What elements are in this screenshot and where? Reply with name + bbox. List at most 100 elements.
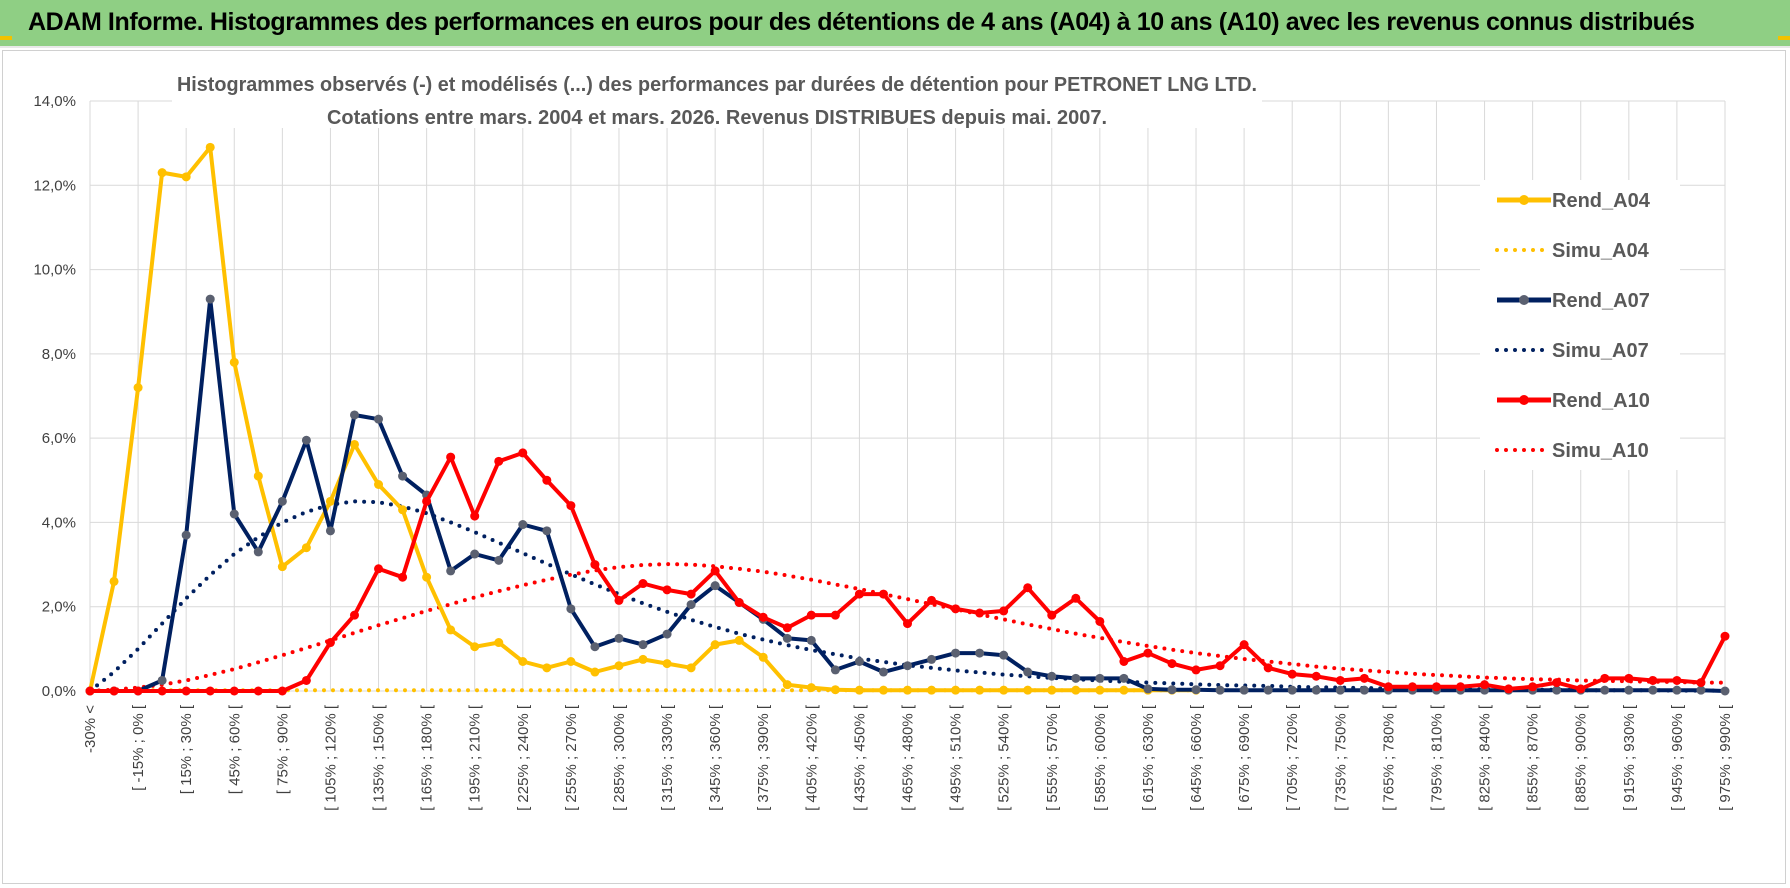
x-tick-label: [ 735% ; 750% [ <box>1332 704 1349 811</box>
data-point <box>133 383 143 393</box>
data-point <box>1119 685 1129 695</box>
data-point <box>1239 640 1249 650</box>
data-point <box>109 686 119 696</box>
x-tick-label: [ 705% ; 720% [ <box>1284 704 1301 811</box>
data-point <box>806 635 816 645</box>
legend-label: Simu_A07 <box>1552 340 1649 362</box>
data-point <box>301 435 311 445</box>
data-point <box>927 685 937 695</box>
data-point <box>181 172 191 182</box>
data-point <box>590 642 600 652</box>
data-point <box>1263 663 1273 673</box>
data-point <box>927 654 937 664</box>
data-point <box>374 414 384 424</box>
data-point <box>229 357 239 367</box>
data-point <box>686 600 696 610</box>
data-point <box>830 685 840 695</box>
data-point <box>1696 685 1706 695</box>
y-tick-label: 0,0% <box>42 683 76 700</box>
data-point <box>1504 684 1514 694</box>
data-point <box>975 608 985 618</box>
x-tick-label: [ 315% ; 330% [ <box>659 704 676 811</box>
legend: Rend_A04 Simu_A04 Rend_A07 Simu_A07 Rend_A10… <box>1480 180 1680 470</box>
x-tick-label: [ 225% ; 240% [ <box>515 704 532 811</box>
data-point <box>1672 685 1682 695</box>
data-point <box>253 686 263 696</box>
data-point <box>1600 685 1610 695</box>
data-point <box>1119 673 1129 683</box>
x-tick-label: [ 975% ; 990% [ <box>1717 704 1734 811</box>
data-point <box>398 572 408 582</box>
x-tick-label: [ 885% ; 900% [ <box>1573 704 1590 811</box>
data-point <box>1143 684 1153 694</box>
legend-item-simu-a07: Simu_A07 <box>1495 340 1649 362</box>
y-tick-label: 12,0% <box>33 177 76 194</box>
data-point <box>349 439 359 449</box>
data-point <box>494 456 504 466</box>
data-point <box>1047 671 1057 681</box>
data-point <box>566 501 576 511</box>
data-point <box>349 410 359 420</box>
data-point <box>494 555 504 565</box>
data-point <box>1672 675 1682 685</box>
x-tick-label: [ 585% ; 600% [ <box>1092 704 1109 811</box>
data-point <box>638 579 648 589</box>
x-tick-label: [ 555% ; 570% [ <box>1044 704 1061 811</box>
data-point <box>1215 685 1225 695</box>
data-point <box>446 625 456 635</box>
data-point <box>1311 685 1321 695</box>
data-point <box>1071 593 1081 603</box>
data-point <box>181 530 191 540</box>
data-point <box>277 686 287 696</box>
data-point <box>374 564 384 574</box>
data-point <box>638 654 648 664</box>
data-point <box>1287 669 1297 679</box>
data-point <box>999 606 1009 616</box>
data-point <box>951 604 961 614</box>
data-point <box>903 619 912 629</box>
data-point <box>806 610 816 620</box>
data-point <box>542 526 552 536</box>
data-point <box>951 685 961 695</box>
data-point <box>157 675 167 685</box>
data-point <box>614 633 624 643</box>
data-point <box>1167 659 1177 669</box>
x-tick-label: [ 345% ; 360% [ <box>707 704 724 811</box>
x-tick-label: [ 915% ; 930% [ <box>1621 704 1638 811</box>
data-point <box>325 496 335 506</box>
data-point <box>398 471 408 481</box>
x-tick-label: -30% < <box>82 705 99 753</box>
data-point <box>878 667 888 677</box>
data-point <box>1648 675 1658 685</box>
data-point <box>1047 685 1057 695</box>
y-tick-label: 14,0% <box>33 93 76 110</box>
data-point <box>1215 661 1225 671</box>
corner-accent-right <box>1778 36 1790 40</box>
data-point <box>710 566 720 576</box>
data-point <box>662 659 672 669</box>
y-tick-label: 6,0% <box>42 430 76 447</box>
data-point <box>1191 685 1201 695</box>
data-point <box>782 623 792 633</box>
data-point <box>686 663 696 673</box>
data-point <box>422 496 432 506</box>
x-tick-label: [ 675% ; 690% [ <box>1236 704 1253 811</box>
banner-title: ADAM Informe. Histogrammes des performan… <box>28 8 1695 36</box>
data-point <box>325 638 335 648</box>
data-point <box>1359 673 1369 683</box>
x-tick-label: [ 135% ; 150% [ <box>371 704 388 811</box>
x-tick-label: [ 765% ; 780% [ <box>1380 704 1397 811</box>
x-tick-label: [ 195% ; 210% [ <box>467 704 484 811</box>
data-point <box>494 638 504 648</box>
data-point <box>1311 671 1321 681</box>
data-point <box>1119 657 1129 666</box>
data-point <box>181 686 191 696</box>
data-point <box>1431 682 1441 692</box>
data-point <box>1143 648 1153 658</box>
data-point <box>710 581 720 591</box>
data-point <box>975 648 985 658</box>
x-tick-label: [ 525% ; 540% [ <box>996 704 1013 811</box>
x-tick-label: [ 45% ; 60% [ <box>226 704 243 794</box>
legend-backdrop <box>1480 180 1680 470</box>
